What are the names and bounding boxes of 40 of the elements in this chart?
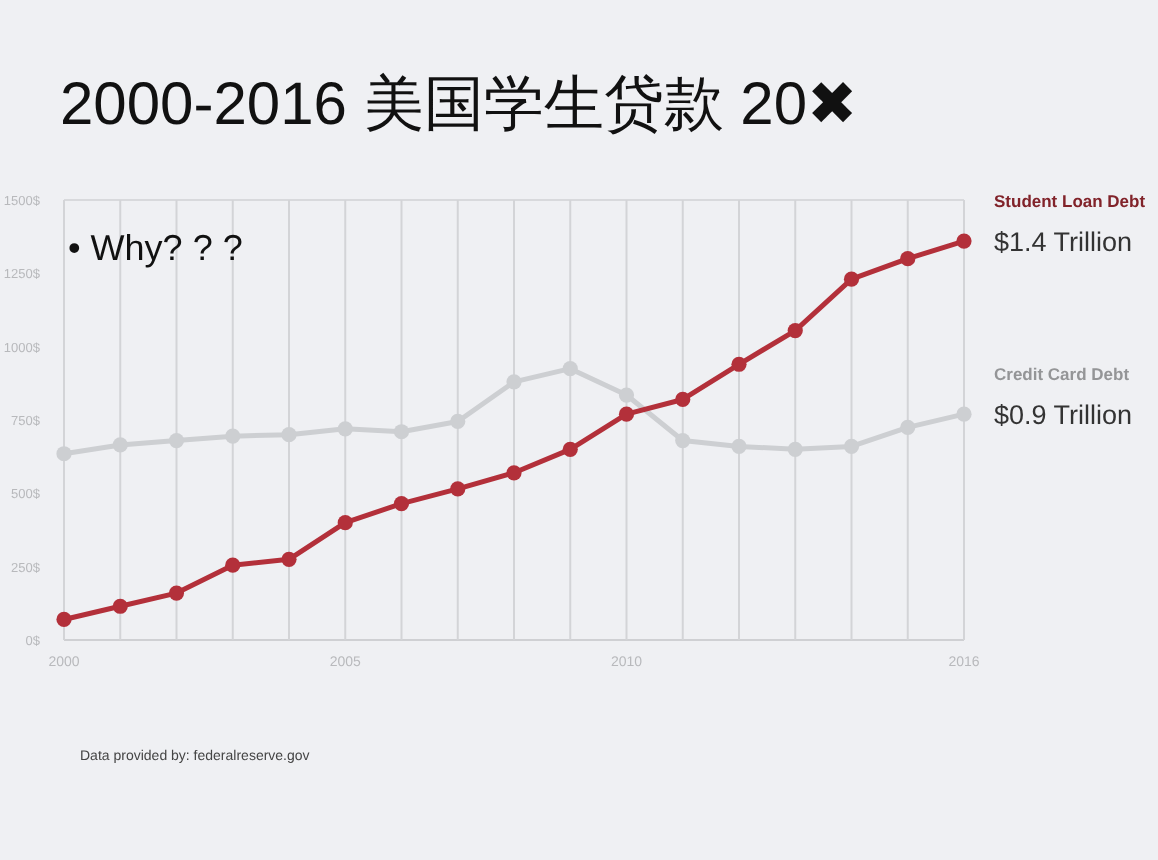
point bbox=[393, 496, 410, 512]
point bbox=[450, 413, 466, 430]
point bbox=[900, 251, 916, 267]
point bbox=[56, 446, 72, 462]
point bbox=[843, 271, 860, 287]
point bbox=[843, 438, 860, 454]
point bbox=[618, 387, 635, 403]
point bbox=[562, 361, 578, 377]
point bbox=[956, 233, 972, 249]
point bbox=[168, 585, 185, 601]
point bbox=[675, 391, 691, 408]
point bbox=[56, 611, 72, 628]
point bbox=[787, 322, 803, 339]
point bbox=[281, 427, 297, 443]
point bbox=[900, 419, 916, 435]
annotation: • Why? ? ? bbox=[68, 228, 243, 268]
point bbox=[225, 428, 241, 444]
point bbox=[450, 481, 466, 497]
point bbox=[168, 432, 185, 449]
text: Credit Card Debt bbox=[994, 364, 1130, 385]
point bbox=[956, 406, 972, 422]
point bbox=[731, 438, 747, 454]
point bbox=[731, 356, 747, 372]
point bbox=[675, 432, 691, 449]
chart-title: 2000-2016 美国学生贷款 20✖ bbox=[60, 72, 858, 138]
point bbox=[506, 465, 522, 481]
point bbox=[787, 441, 803, 457]
annotation: $0.9 Trillion bbox=[994, 400, 1133, 431]
point bbox=[281, 551, 297, 567]
point bbox=[225, 557, 241, 573]
point bbox=[337, 515, 353, 531]
text: Student Loan Debt bbox=[994, 191, 1146, 212]
annotation: $1.4 Trillion bbox=[994, 227, 1133, 258]
point bbox=[112, 437, 128, 453]
point bbox=[112, 598, 128, 614]
point bbox=[562, 441, 578, 457]
point bbox=[337, 421, 353, 437]
point bbox=[393, 424, 410, 440]
point bbox=[618, 406, 635, 422]
point bbox=[506, 374, 522, 390]
